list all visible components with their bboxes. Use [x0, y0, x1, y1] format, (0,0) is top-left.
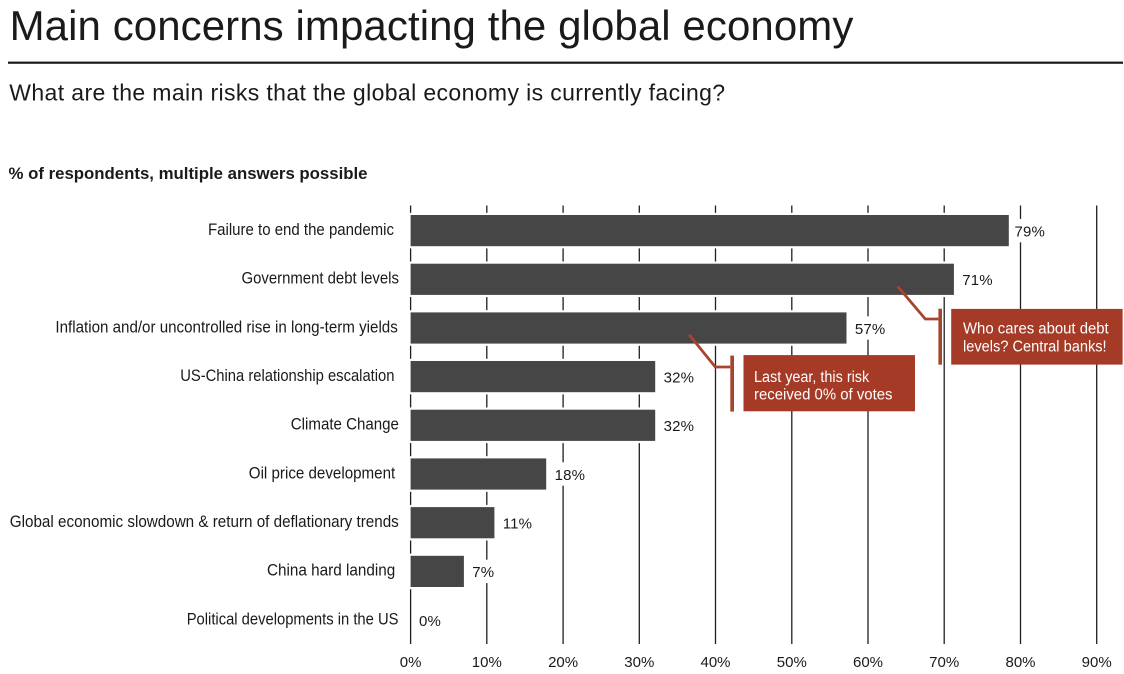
svg-text:32%: 32%: [664, 369, 694, 386]
svg-text:levels? Central banks!: levels? Central banks!: [963, 338, 1107, 355]
svg-text:Last year, this risk: Last year, this risk: [754, 369, 869, 386]
svg-text:71%: 71%: [962, 272, 992, 289]
svg-text:Global economic slowdown & ret: Global economic slowdown & return of def…: [10, 513, 399, 531]
svg-text:57%: 57%: [855, 321, 885, 338]
svg-text:China hard landing: China hard landing: [267, 562, 395, 580]
svg-text:0%: 0%: [400, 654, 422, 671]
svg-text:% of respondents, multiple ans: % of respondents, multiple answers possi…: [9, 164, 368, 183]
svg-text:18%: 18%: [555, 467, 585, 484]
svg-text:10%: 10%: [472, 654, 502, 671]
svg-text:Inflation and/or uncontrolled: Inflation and/or uncontrolled rise in lo…: [55, 318, 397, 336]
svg-text:80%: 80%: [1005, 654, 1035, 671]
svg-text:30%: 30%: [624, 654, 654, 671]
svg-text:79%: 79%: [1015, 223, 1045, 240]
svg-text:7%: 7%: [472, 564, 494, 581]
svg-text:Political developments in the: Political developments in the US: [187, 610, 399, 628]
svg-text:Oil price development: Oil price development: [249, 464, 396, 482]
svg-text:32%: 32%: [664, 418, 694, 435]
svg-text:20%: 20%: [548, 654, 578, 671]
svg-text:Who cares about debt: Who cares about debt: [963, 320, 1109, 337]
svg-text:Failure to end the pandemic: Failure to end the pandemic: [208, 221, 394, 239]
svg-text:60%: 60%: [853, 654, 883, 671]
svg-text:US-China relationship escalati: US-China relationship escalation: [180, 367, 394, 385]
svg-text:90%: 90%: [1082, 654, 1112, 671]
svg-text:Main concerns impacting the gl: Main concerns impacting the global econo…: [10, 2, 854, 49]
svg-text:Government debt levels: Government debt levels: [242, 270, 399, 288]
svg-text:50%: 50%: [777, 654, 807, 671]
svg-text:40%: 40%: [700, 654, 730, 671]
svg-text:70%: 70%: [929, 654, 959, 671]
svg-text:What are the main risks that t: What are the main risks that the global …: [9, 80, 725, 106]
svg-text:Climate Change: Climate Change: [291, 416, 399, 434]
svg-text:0%: 0%: [419, 613, 441, 630]
svg-text:received 0% of votes: received 0% of votes: [754, 387, 893, 404]
svg-text:11%: 11%: [503, 516, 532, 533]
